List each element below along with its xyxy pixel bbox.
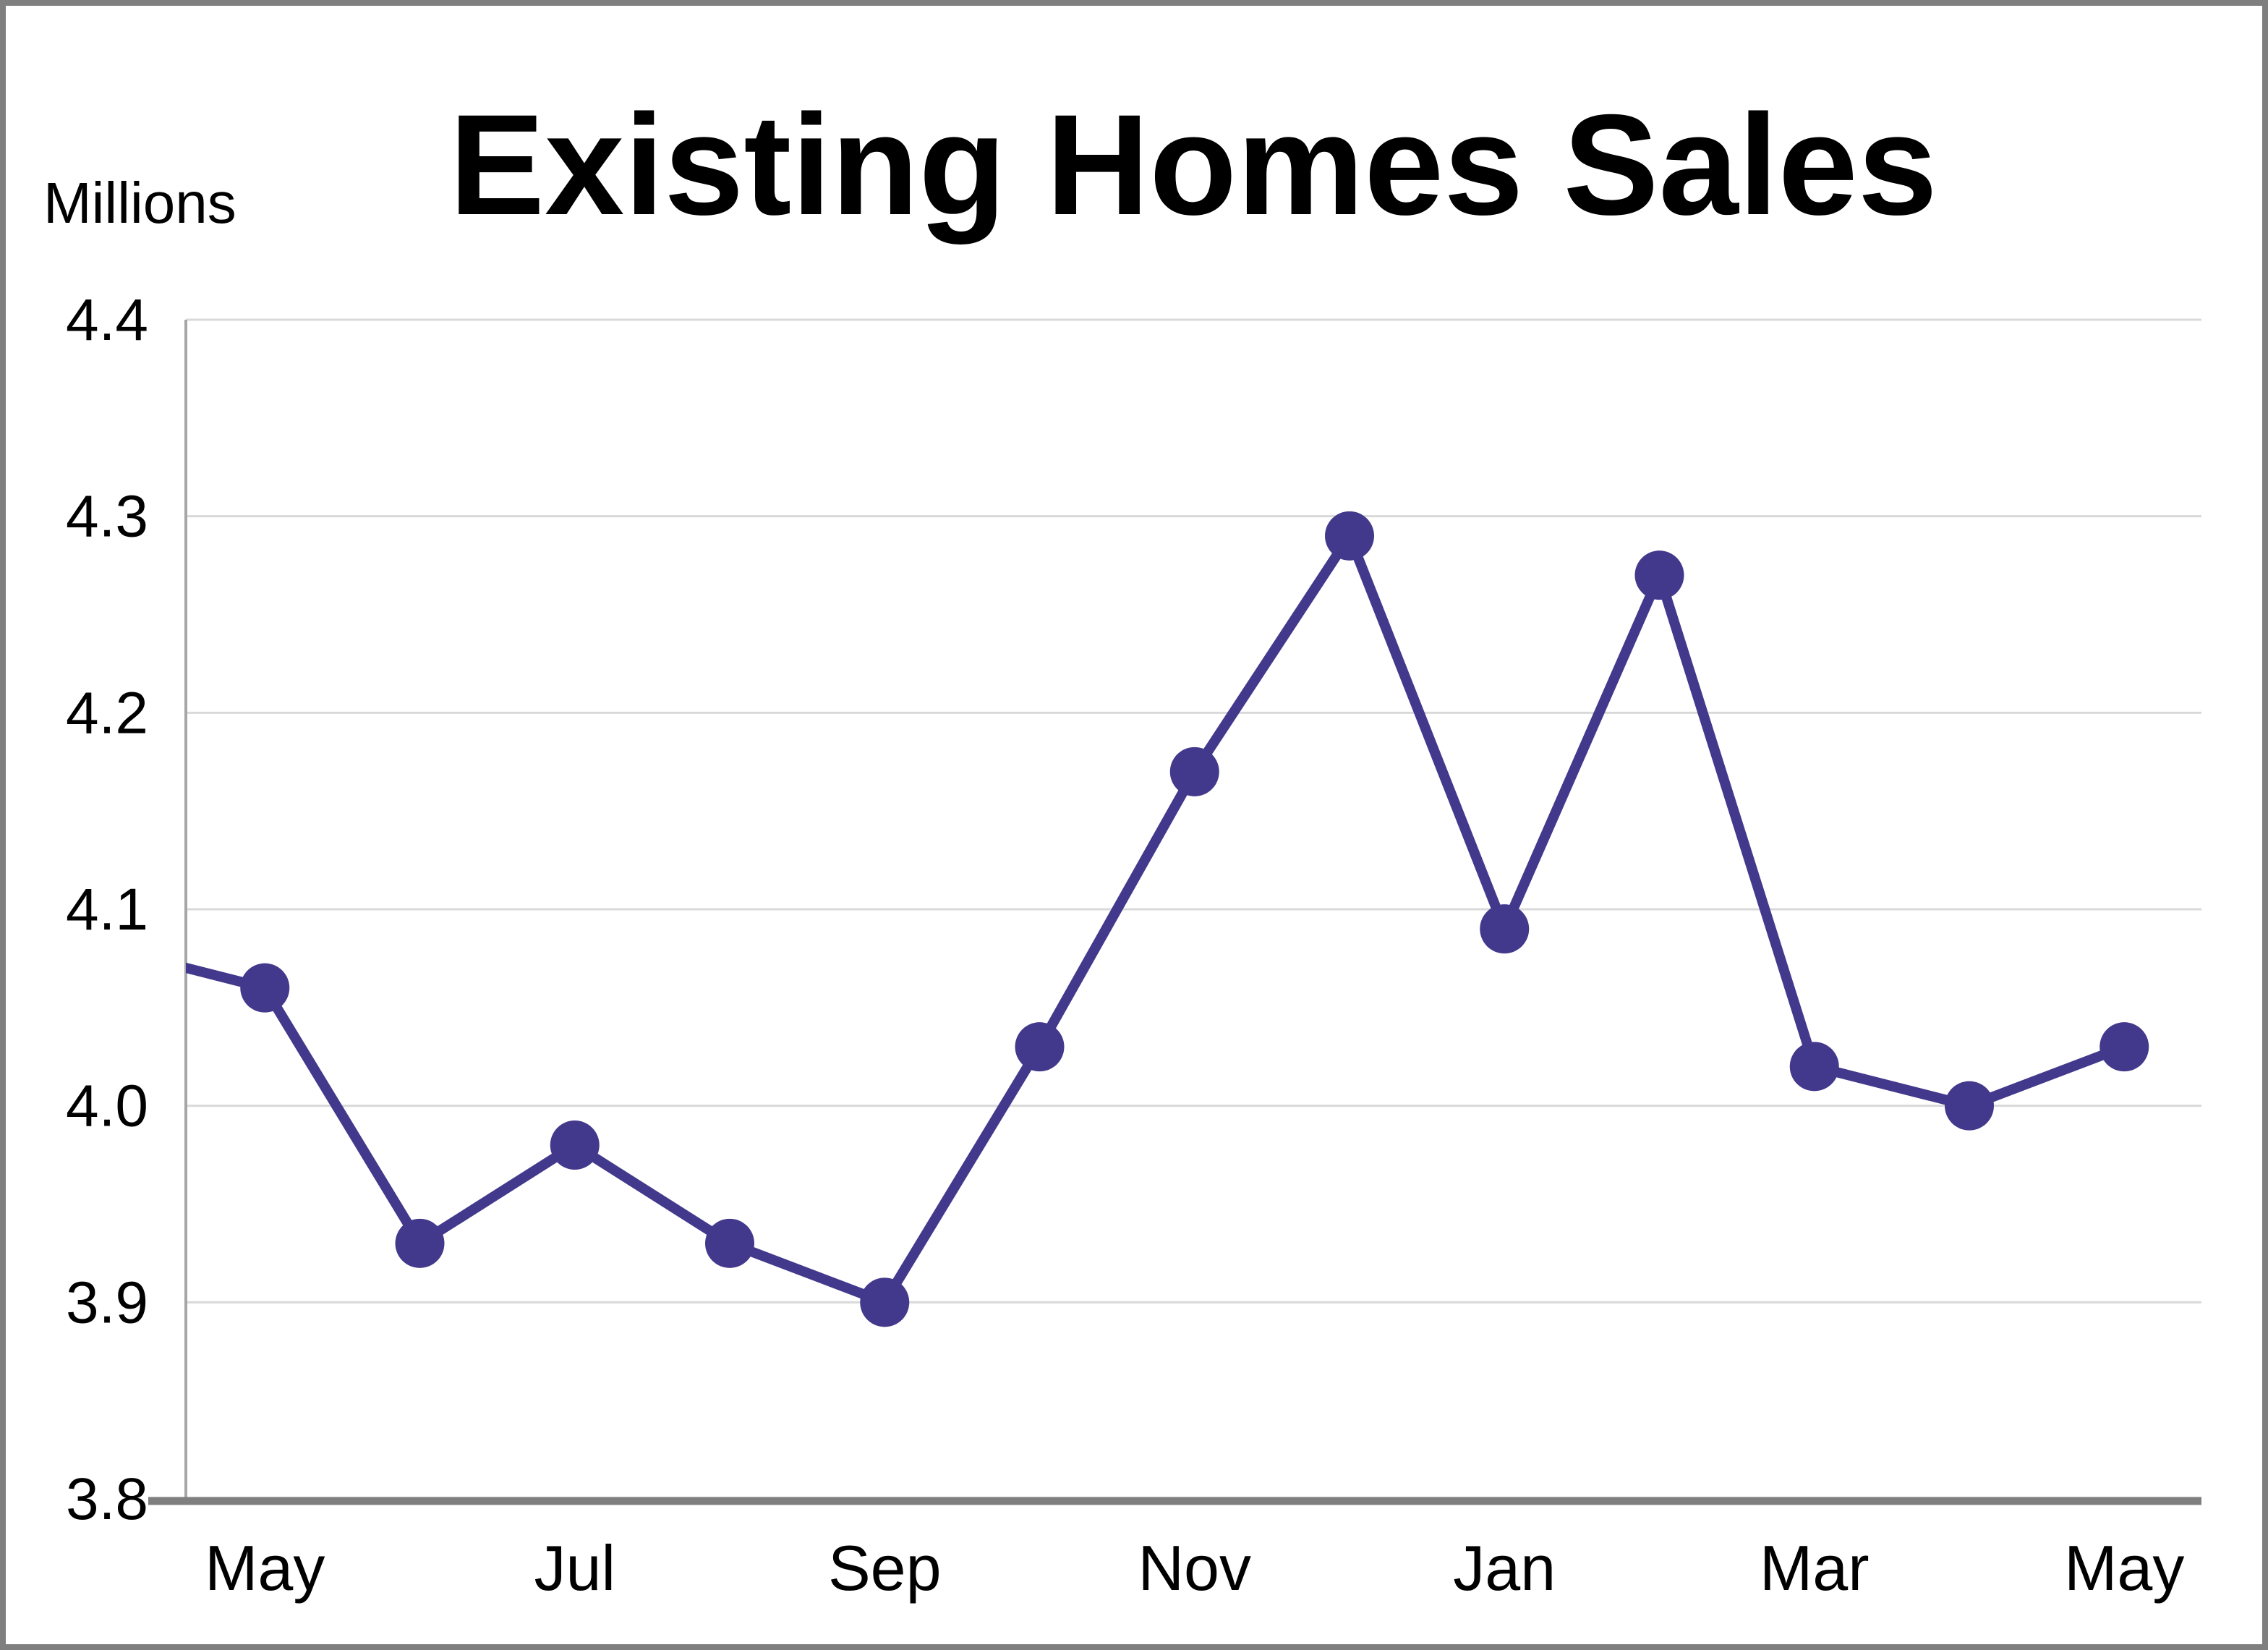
data-point-marker xyxy=(705,1218,754,1268)
data-point-marker xyxy=(1015,1022,1065,1072)
y-tick-label: 4.1 xyxy=(66,877,148,943)
data-point-marker xyxy=(395,1218,445,1268)
data-point-marker xyxy=(1634,550,1684,600)
data-point-marker xyxy=(1169,747,1219,796)
data-series xyxy=(186,511,2149,1327)
y-tick-label: 3.9 xyxy=(66,1270,148,1335)
x-tick-label: Jul xyxy=(534,1532,616,1604)
y-tick-label: 4.3 xyxy=(66,484,148,550)
line-chart: 4.4 4.3 4.2 4.1 4.0 3.9 3.8 May Jul Sep Nov Jan Mar M… xyxy=(43,85,2201,1604)
data-point-marker xyxy=(1945,1081,1994,1131)
gridlines xyxy=(186,318,2201,1500)
axes xyxy=(148,320,2201,1505)
data-point-marker xyxy=(240,963,290,1013)
data-point-marker xyxy=(1480,904,1530,954)
data-point-marker xyxy=(550,1120,600,1170)
data-point-marker xyxy=(860,1277,910,1327)
x-tick-label: Sep xyxy=(828,1532,942,1604)
data-point-marker xyxy=(1325,511,1374,561)
data-point-marker xyxy=(1789,1042,1839,1092)
y-tick-label: 3.8 xyxy=(66,1466,148,1532)
axis-tick-labels: 4.4 4.3 4.2 4.1 4.0 3.9 3.8 May Jul Sep Nov Jan Mar M… xyxy=(66,287,2184,1604)
chart-title: Existing Homes Sales xyxy=(449,85,1937,244)
y-axis-unit-label: Millions xyxy=(43,171,236,235)
data-point-marker xyxy=(2099,1022,2149,1072)
y-tick-label: 4.4 xyxy=(66,287,148,353)
y-tick-label: 4.0 xyxy=(66,1073,148,1139)
x-tick-label: May xyxy=(205,1532,325,1604)
x-tick-label: Mar xyxy=(1760,1532,1870,1604)
x-tick-label: May xyxy=(2064,1532,2184,1604)
y-tick-label: 4.2 xyxy=(66,680,148,746)
series-line xyxy=(186,530,2130,1308)
x-tick-label: Nov xyxy=(1138,1532,1252,1604)
x-tick-label: Jan xyxy=(1453,1532,1556,1604)
